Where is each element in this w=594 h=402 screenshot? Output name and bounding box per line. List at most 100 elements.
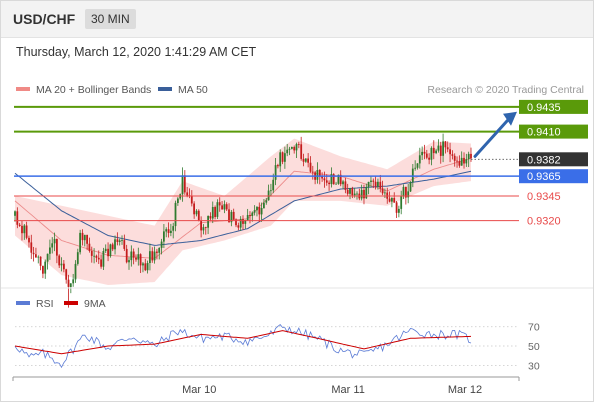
level-label-current: 0.9382 <box>527 154 561 166</box>
level-lines-layer: 0.9435 0.9410 0.9382 0.9365 0.9345 0.9320 <box>14 99 588 228</box>
legend-label-ma50: MA 50 <box>178 84 208 96</box>
candle <box>330 167 333 188</box>
forecast-arrow-layer <box>473 111 517 158</box>
candle <box>265 197 268 205</box>
rsi-legend: RSI 9MA <box>16 298 106 310</box>
candle <box>51 237 54 254</box>
timeframe-badge[interactable]: 30 MIN <box>85 9 136 29</box>
legend-label-bollinger: MA 20 + Bollinger Bands <box>36 84 151 96</box>
level-label-resistance: 0.9435 <box>527 102 561 114</box>
x-tick-label: Mar 11 <box>331 384 364 396</box>
candle <box>307 153 309 168</box>
candle <box>288 146 291 156</box>
candle <box>177 197 179 206</box>
candle <box>291 146 293 150</box>
candle <box>125 244 128 264</box>
candle <box>18 222 21 227</box>
candle <box>300 136 303 161</box>
candle <box>146 260 149 274</box>
candle <box>437 139 440 153</box>
candle <box>463 152 465 169</box>
candle <box>121 235 123 245</box>
candle <box>107 242 109 262</box>
candle <box>216 199 219 219</box>
candle <box>418 147 421 169</box>
candle <box>100 254 102 269</box>
candle <box>349 188 351 200</box>
candle <box>21 221 23 241</box>
candle <box>230 209 233 227</box>
candle <box>200 216 202 238</box>
candle <box>81 229 84 246</box>
level-label-resistance: 0.9410 <box>527 127 561 139</box>
candle <box>202 224 205 235</box>
candle <box>242 215 244 231</box>
candle <box>400 190 403 215</box>
candle <box>251 211 254 222</box>
candle <box>402 184 405 199</box>
candle <box>451 150 454 160</box>
candle <box>167 222 170 238</box>
candle <box>244 219 247 229</box>
candle <box>253 205 256 216</box>
candle <box>104 244 107 254</box>
candle <box>60 257 63 272</box>
candle <box>74 260 77 283</box>
candle <box>367 181 370 195</box>
candle <box>260 202 263 222</box>
candle <box>158 247 161 260</box>
candle <box>132 248 135 265</box>
rsi-layer: 70 50 30 <box>14 322 540 372</box>
candle <box>423 144 426 160</box>
candle <box>258 202 261 223</box>
candle <box>346 183 349 197</box>
candle <box>46 253 49 270</box>
candle <box>425 149 428 160</box>
candle <box>197 209 200 222</box>
level-label-pivot: 0.9365 <box>527 171 561 183</box>
legend-label-rsi: RSI <box>36 298 54 310</box>
candle <box>25 221 28 240</box>
bollinger-band-layer <box>15 138 471 285</box>
candle <box>442 133 444 163</box>
candle <box>183 170 186 195</box>
candle <box>63 260 65 273</box>
candle <box>204 226 207 235</box>
candle <box>35 247 37 258</box>
candle <box>398 205 400 218</box>
candle <box>42 265 44 279</box>
credit-text: Research © 2020 Trading Central <box>427 84 584 96</box>
candle <box>190 190 193 207</box>
legend-swatch-9ma <box>64 301 78 305</box>
candle <box>321 172 323 182</box>
candle <box>416 163 419 170</box>
header-bar: USD/CHF 30 MIN <box>1 1 593 38</box>
candle <box>309 156 312 173</box>
candle <box>467 151 470 168</box>
candle <box>142 261 144 273</box>
candle <box>163 224 165 248</box>
candle <box>328 180 330 191</box>
candle <box>435 148 437 155</box>
candle <box>281 151 284 165</box>
candle <box>211 201 214 224</box>
candle <box>458 155 461 168</box>
candle <box>316 162 319 184</box>
rsi-line <box>14 324 472 369</box>
candle <box>263 198 265 209</box>
candle <box>363 184 365 205</box>
candle <box>279 149 282 172</box>
candle <box>344 177 347 194</box>
bollinger-band <box>15 138 471 285</box>
candle <box>139 253 142 274</box>
candle <box>335 181 337 185</box>
legend-swatch-rsi <box>16 301 30 305</box>
candle <box>270 183 272 197</box>
candle <box>209 212 212 222</box>
candle <box>221 201 223 210</box>
candle <box>90 246 93 263</box>
candle <box>49 239 51 260</box>
legend-swatch-bollinger <box>16 87 30 91</box>
candle <box>160 238 163 255</box>
